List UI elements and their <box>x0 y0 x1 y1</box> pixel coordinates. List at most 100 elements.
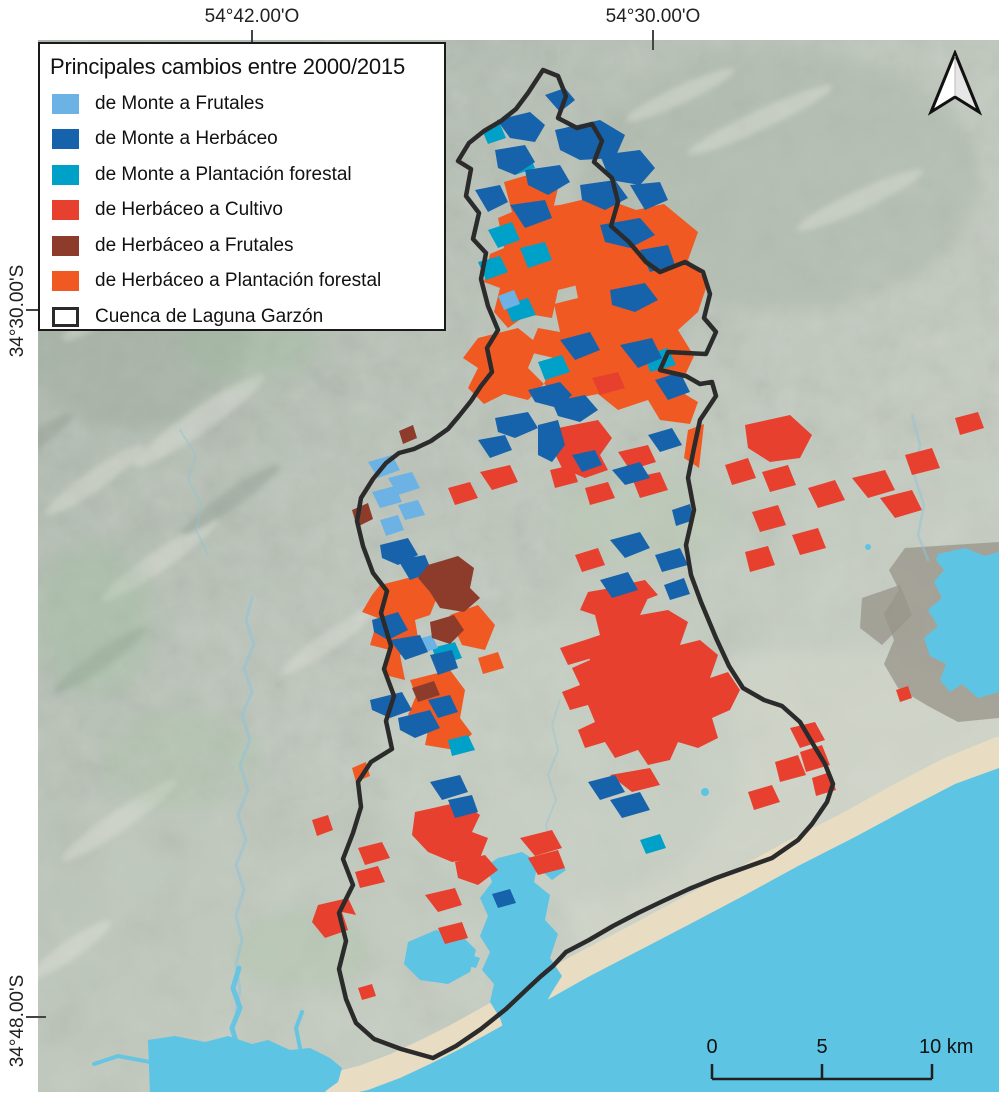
landuse-change-patch-db <box>510 200 552 228</box>
landuse-change-patch-db <box>610 792 650 818</box>
landuse-change-patch-rd <box>955 412 984 435</box>
legend-color-swatch <box>52 129 79 150</box>
landuse-change-patch-db <box>612 462 650 485</box>
landuse-change-patch-rd <box>358 984 376 1000</box>
ocean <box>358 768 999 1092</box>
landuse-change-patch-rd <box>575 548 605 572</box>
legend-item: de Herbáceo a Plantación forestal <box>48 264 434 300</box>
landuse-change-patch-rd <box>748 785 780 810</box>
graticule-tick-top-2 <box>652 30 654 50</box>
landuse-change-patch-db <box>555 120 625 160</box>
beach-strip <box>325 737 999 1092</box>
marsh-area <box>860 585 912 645</box>
landuse-change-patch-db <box>600 150 655 185</box>
legend-item-label: Cuenca de Laguna Garzón <box>95 305 324 327</box>
landuse-change-patch-db <box>495 145 535 175</box>
river <box>521 1027 541 1055</box>
legend-color-swatch <box>52 271 79 292</box>
landuse-change-patch-db <box>448 795 478 818</box>
landuse-change-patch-db <box>630 182 668 210</box>
landuse-change-patch-rd <box>852 470 895 498</box>
latitude-label-1: 34°30.00'S <box>7 264 28 358</box>
legend-color-swatch <box>52 235 79 256</box>
graticule-tick-top-1 <box>251 30 253 50</box>
landuse-change-patch-rd <box>775 755 806 782</box>
legend-item-label: de Monte a Plantación forestal <box>95 163 352 185</box>
legend-item: Cuenca de Laguna Garzón <box>48 299 434 335</box>
laguna-garzon <box>404 930 476 984</box>
landuse-change-patch-db <box>398 710 440 738</box>
landuse-change-patch-db <box>600 572 638 598</box>
landuse-change-patch-db <box>664 578 690 600</box>
landuse-change-patch-db <box>430 775 468 800</box>
landuse-change-patch-lb <box>498 290 520 310</box>
landuse-change-patch-br <box>412 681 440 702</box>
landuse-change-patch-rd <box>792 528 826 555</box>
legend-panel: Principales cambios entre 2000/2015 de M… <box>38 42 446 331</box>
latitude-label-2: 34°48.00'S <box>7 974 28 1068</box>
legend-color-swatch <box>52 93 79 114</box>
scale-label-0: 0 <box>706 1036 718 1058</box>
landuse-change-patch-rd <box>585 482 615 505</box>
landuse-change-patch-rd <box>528 850 565 875</box>
landuse-change-patch-rd <box>355 866 385 888</box>
landuse-change-patch-db <box>610 532 650 558</box>
landuse-change-patch-rd <box>896 686 912 702</box>
landuse-change-patch-br <box>430 615 464 644</box>
landuse-change-patch-rd <box>412 802 488 862</box>
landuse-change-patch-db <box>492 889 516 908</box>
river <box>545 699 561 851</box>
river <box>179 429 209 556</box>
river <box>850 840 904 852</box>
legend-item: de Herbáceo a Frutales <box>48 228 434 264</box>
laguna-garzon <box>460 952 480 968</box>
landuse-change-patch-db <box>572 450 602 472</box>
landuse-change-patch-rd <box>880 490 922 518</box>
landuse-change-patch-lb <box>372 486 402 508</box>
legend-color-swatch <box>52 164 79 185</box>
landuse-change-patch-rd <box>745 415 812 462</box>
legend-item: de Herbáceo a Cultivo <box>48 193 434 229</box>
landuse-change-patch-lb <box>398 500 425 520</box>
landuse-change-patch-rd <box>808 480 845 508</box>
watershed-boundary <box>336 67 836 1061</box>
scale-label-5: 5 <box>816 1036 828 1058</box>
river <box>229 965 243 1051</box>
legend-item-label: de Herbáceo a Frutales <box>95 234 294 256</box>
landuse-change-patch-db <box>390 635 428 660</box>
landuse-change-patch-rd <box>745 546 775 572</box>
landuse-change-patch-lb <box>380 515 404 536</box>
legend-item: de Monte a Plantación forestal <box>48 157 434 193</box>
landuse-change-patch-rd <box>312 815 333 836</box>
graticule-tick-left-1 <box>26 309 46 311</box>
legend-color-swatch <box>52 200 79 221</box>
landuse-change-patch-cy <box>538 355 570 380</box>
landuse-change-patch-or <box>450 605 495 650</box>
landuse-change-patch-rd <box>562 585 740 765</box>
landuse-change-patch-cy <box>448 735 475 756</box>
landuse-change-patch-db <box>648 428 682 452</box>
landuse-change-patch-rd <box>520 830 562 856</box>
landuse-change-patch-db <box>655 372 690 400</box>
legend-item: de Monte a Frutales <box>48 86 434 122</box>
landuse-change-patch-db <box>620 338 662 368</box>
longitude-label-2: 54°30.00'O <box>605 6 701 27</box>
legend-item-label: de Herbáceo a Plantación forestal <box>95 270 382 292</box>
landuse-change-patch-rd <box>905 448 940 475</box>
scale-bar: 0 5 10 km <box>698 1036 998 1086</box>
landuse-change-patch-rd <box>550 465 578 488</box>
landuse-change-patch-br <box>399 425 417 444</box>
landuse-change-patch-rd <box>762 465 796 492</box>
legend-item-label: de Monte a Herbáceo <box>95 128 278 150</box>
longitude-label-1: 54°42.00'O <box>204 6 300 27</box>
landuse-change-patch-rd <box>752 505 786 532</box>
landuse-change-patch-db <box>478 435 512 458</box>
landuse-change-patch-db <box>497 112 545 142</box>
landuse-change-patch-rd <box>618 445 656 470</box>
landuse-change-patch-db <box>610 283 658 312</box>
landuse-change-patch-cy <box>640 834 666 854</box>
map-canvas <box>38 40 999 1092</box>
landuse-change-patch-cy <box>520 242 552 268</box>
landuse-change-patch-rd <box>455 855 498 885</box>
landuse-change-patch-db <box>588 775 625 800</box>
